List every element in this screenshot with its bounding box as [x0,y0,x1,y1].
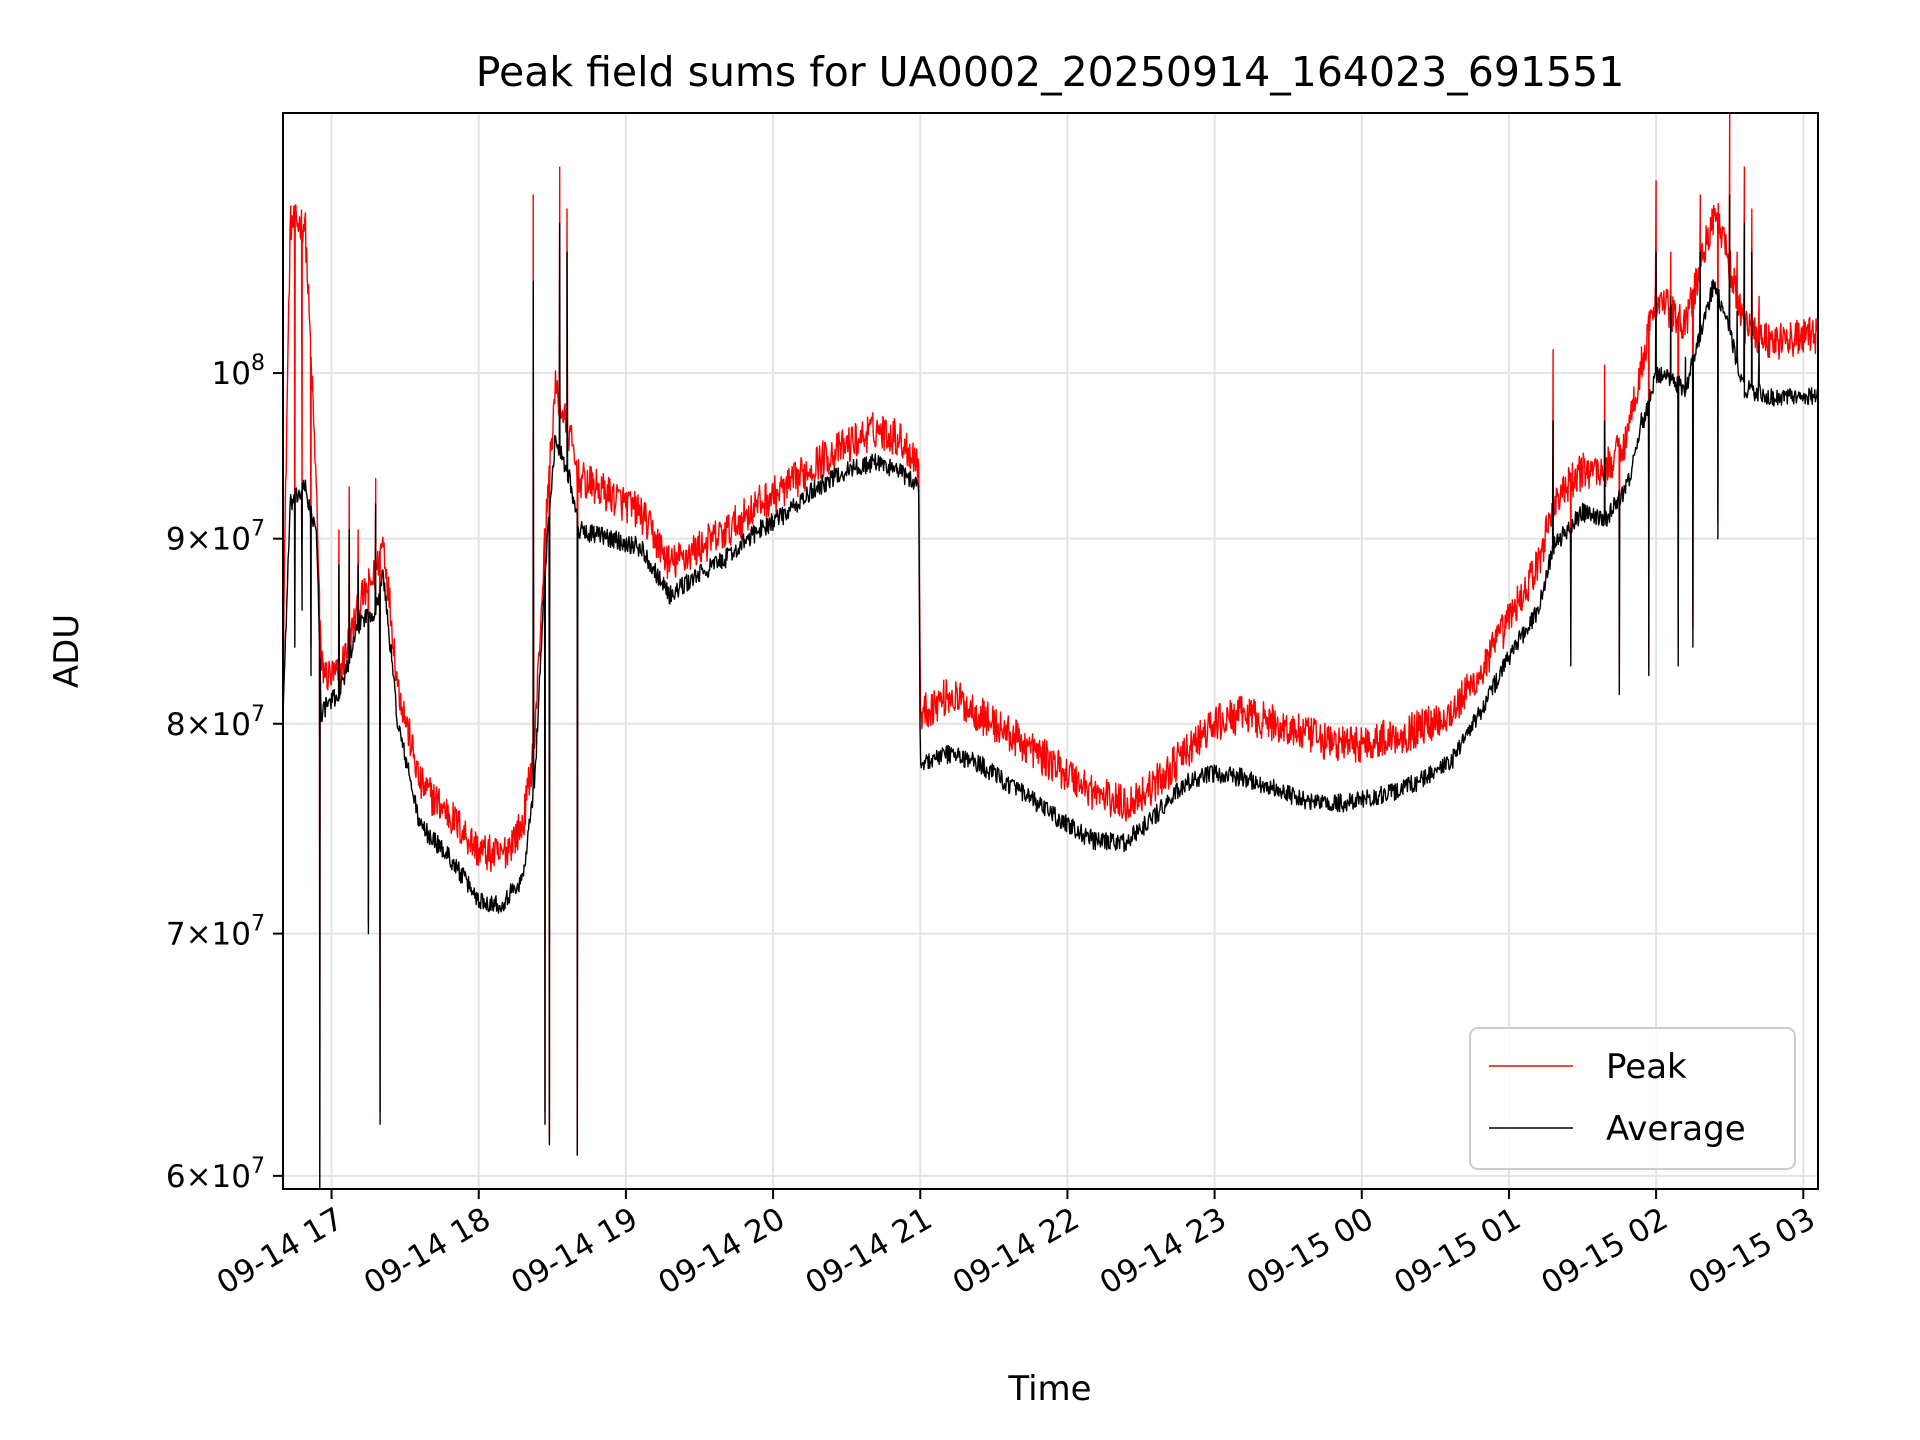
y-tick-label: 108 [212,351,265,392]
legend: Peak Average [1469,1027,1796,1170]
x-axis-title: Time [1007,1369,1091,1409]
y-tick-exponent: 8 [251,351,265,376]
y-tick-label: 7×107 [166,912,265,953]
y-tick-mantissa: 7×10 [166,917,251,953]
y-tick-mantissa: 8×10 [166,707,251,743]
series-line-peak [282,112,1819,1190]
y-axis-title: ADU [47,614,87,688]
y-tick-exponent: 7 [251,702,265,727]
y-tick-base: 10 [212,356,251,392]
y-tick-mantissa: 9×10 [166,522,251,558]
legend-box [1469,1027,1796,1170]
series-layer [282,112,1819,1190]
y-tick-label: 6×107 [166,1154,265,1195]
y-tick-mantissa: 6×10 [166,1159,251,1195]
plot-frame [282,112,1819,1190]
y-tick-exponent: 7 [251,517,265,542]
chart-title: Peak field sums for UA0002_20250914_1640… [476,48,1625,96]
legend-label-average: Average [1606,1109,1746,1149]
y-tick-exponent: 7 [251,1154,265,1179]
legend-label-peak: Peak [1606,1047,1687,1087]
y-tick-label: 9×107 [166,517,265,558]
y-tick-exponent: 7 [251,912,265,937]
series-line-average [282,194,1819,1190]
y-tick-label: 8×107 [166,702,265,743]
